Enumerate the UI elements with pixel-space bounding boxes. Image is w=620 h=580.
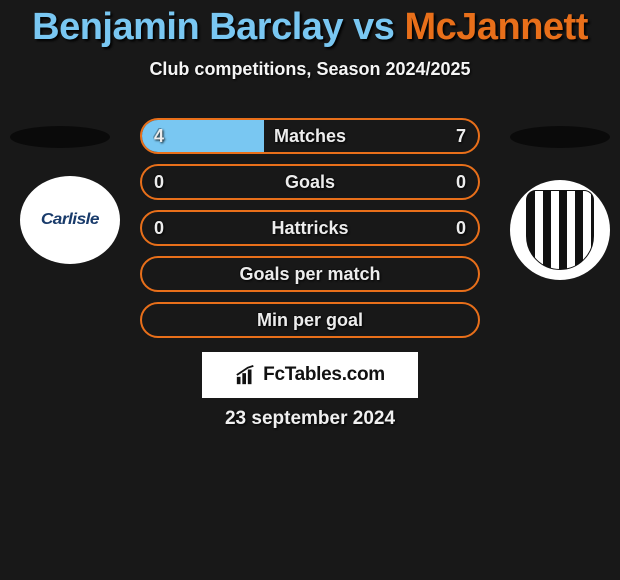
stat-right-value: 0	[456, 166, 466, 198]
stat-row-hattricks: 0 Hattricks 0	[140, 210, 480, 246]
brand-text: FcTables.com	[263, 364, 385, 386]
stat-label: Goals per match	[142, 258, 478, 290]
stat-label: Goals	[142, 166, 478, 198]
player1-name: Benjamin Barclay	[32, 6, 343, 48]
stat-right-value: 0	[456, 212, 466, 244]
brand-box: FcTables.com	[202, 352, 418, 398]
stats-container: 4 Matches 7 0 Goals 0 0 Hattricks 0 Goal…	[140, 118, 480, 348]
stat-row-min-per-goal: Min per goal	[140, 302, 480, 338]
stat-right-value: 7	[456, 120, 466, 152]
stat-row-matches: 4 Matches 7	[140, 118, 480, 154]
club-right-logo	[510, 180, 610, 280]
stat-row-goals: 0 Goals 0	[140, 164, 480, 200]
player2-name: McJannett	[404, 6, 587, 48]
club-right-badge	[500, 170, 620, 290]
stat-label: Matches	[142, 120, 478, 152]
stat-label: Min per goal	[142, 304, 478, 336]
club-left-logo-text: Carlisle	[41, 211, 99, 229]
stat-row-goals-per-match: Goals per match	[140, 256, 480, 292]
brand-chart-icon	[235, 364, 257, 386]
player2-shadow	[510, 126, 610, 148]
date-label: 23 september 2024	[0, 408, 620, 430]
page-title: Benjamin Barclay vs McJannett	[0, 0, 620, 49]
club-right-logo-stripes	[526, 190, 594, 270]
club-left-badge: Carlisle	[20, 176, 120, 264]
stat-label: Hattricks	[142, 212, 478, 244]
subtitle: Club competitions, Season 2024/2025	[0, 59, 620, 80]
player1-shadow	[10, 126, 110, 148]
vs-separator: vs	[343, 6, 404, 48]
